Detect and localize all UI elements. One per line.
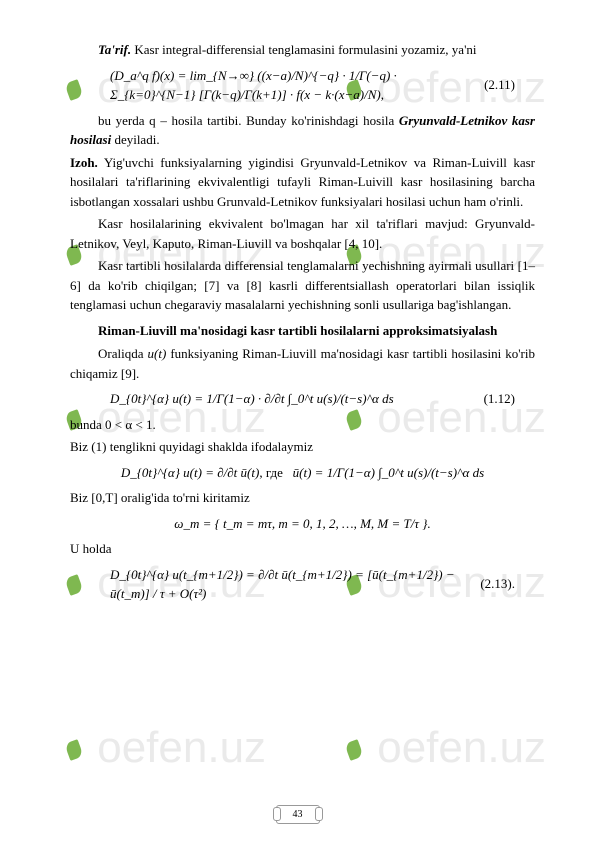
- p2a: bu yerda q – hosila tartibi. Bunday ko'r…: [98, 113, 399, 128]
- para-8: Biz (1) tenglikni quyidagi shaklda ifoda…: [70, 437, 535, 457]
- para-9: Biz [0,T] oralig'ida to'rni kiritamiz: [70, 488, 535, 508]
- eq213-body: D_{0t}^{α} u(t_{m+1/2}) = ∂/∂t ū(t_{m+1/…: [110, 565, 480, 604]
- p3-text: Yig'uvchi funksiyalarning yigindisi Gryu…: [70, 155, 535, 209]
- eq-mid-left: D_{0t}^{α} u(t) = ∂/∂t ū(t): [121, 465, 260, 480]
- para-5: Kasr tartibli hosilalarda differensial t…: [70, 256, 535, 315]
- p2c: deyiladi.: [111, 132, 159, 147]
- wm: oefen.uz: [377, 723, 546, 772]
- para-2: bu yerda q – hosila tartibi. Bunday ko'r…: [70, 111, 535, 150]
- p6b: u(t): [148, 346, 167, 361]
- wm: oefen.uz: [97, 723, 266, 772]
- equation-2-11: (D_a^q f)(x) = lim_{N→∞} ((x−a)/N)^{−q} …: [70, 66, 535, 105]
- p6a: Oraliqda: [98, 346, 148, 361]
- para-1: Ta'rif. Kasr integral-differensial tengl…: [70, 40, 535, 60]
- eq-mid-right: ū(t) = 1/Γ(1−α) ∫_0^t u(s)/(t−s)^α ds: [293, 465, 485, 480]
- eq211-body: (D_a^q f)(x) = lim_{N→∞} ((x−a)/N)^{−q} …: [110, 66, 484, 105]
- para-3: Izoh. Yig'uvchi funksiyalarning yigindis…: [70, 153, 535, 212]
- equation-1-12: D_{0t}^{α} u(t) = 1/Γ(1−α) · ∂/∂t ∫_0^t …: [70, 389, 535, 409]
- equation-2-13: D_{0t}^{α} u(t_{m+1/2}) = ∂/∂t ū(t_{m+1/…: [70, 565, 535, 604]
- equation-omega: ω_m = { t_m = mτ, m = 0, 1, 2, …, M, M =…: [70, 514, 535, 534]
- para-7: bunda 0 < α < 1.: [70, 415, 535, 435]
- page-number-badge: 43: [276, 805, 320, 824]
- para-10: U holda: [70, 539, 535, 559]
- eq213-num: (2.13).: [480, 574, 515, 594]
- eq112-num: (1.12): [484, 389, 515, 409]
- para-4: Kasr hosilalarining ekvivalent bo'lmagan…: [70, 214, 535, 253]
- eq211-num: (2.11): [484, 75, 515, 95]
- page-number: 43: [293, 809, 303, 820]
- tarif-label: Ta'rif.: [98, 42, 131, 57]
- equation-mid: D_{0t}^{α} u(t) = ∂/∂t ū(t), где ū(t) = …: [70, 463, 535, 483]
- p1-text: Kasr integral-differensial tenglamasini …: [131, 42, 476, 57]
- section-heading: Riman-Liuvill ma'nosidagi kasr tartibli …: [70, 321, 535, 341]
- page-footer: 43: [276, 805, 320, 824]
- eq-mid-sep: , где: [259, 465, 283, 480]
- eq112-body: D_{0t}^{α} u(t) = 1/Γ(1−α) · ∂/∂t ∫_0^t …: [110, 389, 394, 409]
- para-6: Oraliqda u(t) funksiyaning Riman-Liuvill…: [70, 344, 535, 383]
- izoh-label: Izoh.: [70, 155, 98, 170]
